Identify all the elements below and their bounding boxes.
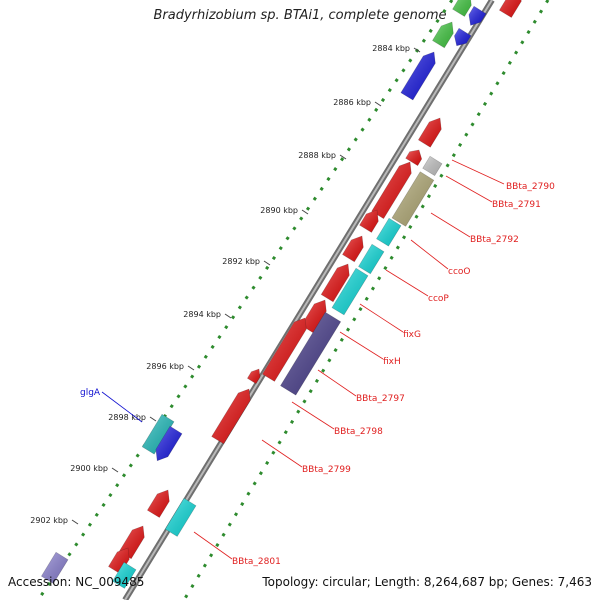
gene-label-bbta_2792[interactable]: BBta_2792 — [470, 235, 519, 245]
tick-label: 2898 kbp — [108, 413, 146, 422]
gene-arrow-red-10-shade — [147, 490, 170, 518]
tick-mark — [374, 101, 382, 107]
gene-label-ccop[interactable]: ccoP — [428, 294, 449, 304]
gene-block-gray-shade — [422, 156, 442, 176]
genome-summary-text: Topology: circular; Length: 8,264,687 bp… — [262, 575, 592, 589]
accession-text: Accession: NC_009485 — [8, 575, 145, 589]
gene-label-fixg[interactable]: fixG — [403, 330, 421, 340]
gene-block-navy-shade — [280, 312, 341, 396]
gene-arrow-red-top-shade — [499, 0, 522, 18]
gene-block-cyan-1-shade — [376, 218, 401, 247]
gene-features — [40, 0, 522, 589]
tick-label: 2892 kbp — [222, 257, 260, 266]
label-leader-line — [445, 175, 493, 203]
tick-mark — [111, 467, 119, 473]
tick-mark — [263, 260, 271, 266]
tick-label: 2884 kbp — [372, 44, 410, 53]
label-leader-line — [193, 531, 233, 560]
label-leader-line — [430, 212, 471, 238]
gene-arrow-red-4-shade — [359, 210, 379, 233]
label-leader-line — [261, 439, 303, 468]
gene-arrow-red-8-shade — [262, 318, 307, 382]
gene-labels: BBta_2790 BBta_2791 BBta_2792 ccoO ccoP fixG f… — [80, 159, 555, 567]
gene-arrow-green-2-shade — [432, 22, 454, 48]
gene-arrow-red-2-shade — [405, 150, 422, 166]
label-leader-line — [339, 331, 384, 360]
label-leader-line — [317, 369, 357, 397]
gene-arrow-red-7-shade — [301, 300, 327, 333]
gene-block-cyan-5-shade — [112, 562, 136, 589]
gene-arrow-blue-4-shade — [454, 28, 471, 46]
label-leader-line — [451, 159, 505, 185]
tick-mark — [187, 365, 195, 371]
gene-arrow-red-6-shade — [321, 264, 350, 302]
gene-arrow-blue-2-shade — [155, 426, 182, 461]
label-leader-line — [291, 401, 335, 430]
gene-block-cyan-2-shade — [358, 244, 384, 274]
label-leader-line — [359, 303, 404, 333]
gene-arrow-green-1-shade — [452, 0, 472, 17]
tick-label: 2894 kbp — [183, 310, 221, 319]
gene-label-bbta_2798[interactable]: BBta_2798 — [334, 427, 383, 437]
tick-mark — [71, 519, 79, 525]
tick-label: 2900 kbp — [70, 464, 108, 473]
gene-block-olive-shade — [392, 171, 434, 227]
tick-label: 2890 kbp — [260, 206, 298, 215]
gene-arrow-red-5-shade — [342, 236, 364, 262]
gene-arrow-red-1-shade — [418, 118, 442, 148]
gene-arrow-red-9-shade — [211, 389, 251, 444]
gene-label-bbta_2801[interactable]: BBta_2801 — [232, 557, 281, 567]
gene-label-ccoo[interactable]: ccoO — [448, 267, 471, 277]
gene-label-bbta_2791[interactable]: BBta_2791 — [492, 200, 541, 210]
tick-label: 2886 kbp — [333, 98, 371, 107]
gene-block-teal-shade — [142, 414, 174, 455]
tick-mark — [339, 154, 347, 160]
gene-label-glga[interactable]: glgA — [80, 388, 101, 398]
tick-mark — [224, 313, 232, 319]
gc-track-outer — [36, 0, 454, 600]
label-leader-line — [101, 391, 143, 423]
gc-track-inner — [182, 0, 550, 600]
map-title: Bradyrhizobium sp. BTAi1, complete genom… — [153, 8, 447, 23]
gene-label-bbta_2799[interactable]: BBta_2799 — [302, 465, 351, 475]
gc-dot-tracks — [36, 0, 550, 600]
gene-arrow-red-3-shade — [371, 162, 412, 219]
tick-label: 2888 kbp — [298, 151, 336, 160]
label-leader-line — [410, 239, 449, 270]
gene-block-cyan-4-shade — [165, 498, 196, 537]
gene-arrow-blue-1-shade — [400, 52, 436, 100]
tick-label: 2902 kbp — [30, 516, 68, 525]
tick-mark — [149, 416, 157, 422]
gene-label-bbta_2797[interactable]: BBta_2797 — [356, 394, 405, 404]
gene-block-cyan-3-shade — [332, 268, 368, 315]
tick-label: 2896 kbp — [146, 362, 184, 371]
gene-arrow-blue-3-shade — [468, 6, 486, 26]
gene-label-bbta_2790[interactable]: BBta_2790 — [506, 182, 555, 192]
gene-block-lavender-shade — [41, 552, 68, 584]
tick-mark — [301, 209, 309, 215]
gene-label-fixh[interactable]: fixH — [383, 357, 401, 367]
gene-arrow-red-small-shade — [247, 369, 260, 384]
label-leader-line — [385, 269, 429, 297]
position-ticks: 2884 kbp 2886 kbp 2888 kbp 2890 kbp 2892 kbp… — [30, 44, 421, 525]
tick-mark — [413, 47, 421, 53]
